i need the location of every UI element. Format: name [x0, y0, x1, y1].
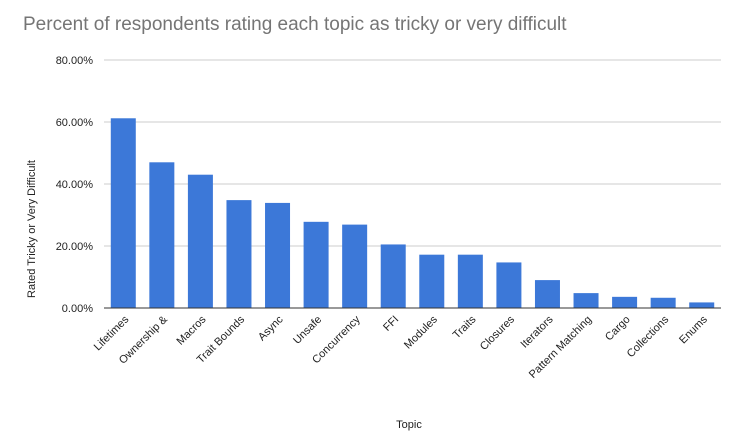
bar	[187, 174, 213, 308]
x-tick-label: Iterators	[519, 313, 556, 350]
x-tick-label: Closures	[478, 313, 518, 353]
chart-title: Percent of respondents rating each topic…	[23, 14, 567, 35]
y-axis-title: Rated Tricky or Very Difficult	[26, 160, 38, 298]
x-tick-label: Async	[256, 313, 286, 343]
bar	[650, 297, 676, 308]
x-tick-label: Lifetimes	[92, 313, 132, 353]
y-tick-label: 20.00%	[56, 241, 94, 253]
y-tick-label: 40.00%	[56, 179, 94, 191]
y-tick-label: 80.00%	[56, 55, 94, 67]
bar	[612, 296, 638, 308]
x-tick-label: Enums	[677, 313, 710, 346]
y-axis-ticks: 0.00% 20.00% 40.00% 60.00% 80.00%	[56, 55, 94, 315]
y-tick-label: 0.00%	[62, 303, 93, 315]
bar	[110, 118, 136, 308]
bar	[496, 262, 522, 308]
bar	[534, 280, 560, 308]
bar	[689, 302, 715, 308]
bars	[110, 118, 715, 308]
bar	[226, 200, 252, 308]
x-tick-label: Traits	[451, 313, 479, 341]
bar	[457, 254, 483, 308]
x-axis-title: Topic	[396, 419, 422, 431]
y-tick-label: 60.00%	[56, 117, 94, 129]
bar	[303, 221, 329, 308]
bar	[419, 254, 445, 308]
bar	[149, 162, 175, 308]
x-tick-label: Modules	[402, 313, 440, 351]
x-tick-label: FFI	[381, 314, 401, 334]
bar	[265, 202, 291, 308]
x-tick-label: Cargo	[603, 314, 633, 344]
bar	[573, 293, 599, 308]
x-tick-label: Macros	[175, 313, 209, 347]
bar	[342, 224, 368, 308]
x-tick-label: Collections	[625, 313, 672, 360]
bar	[380, 244, 406, 308]
x-tick-label: Unsafe	[291, 314, 324, 347]
